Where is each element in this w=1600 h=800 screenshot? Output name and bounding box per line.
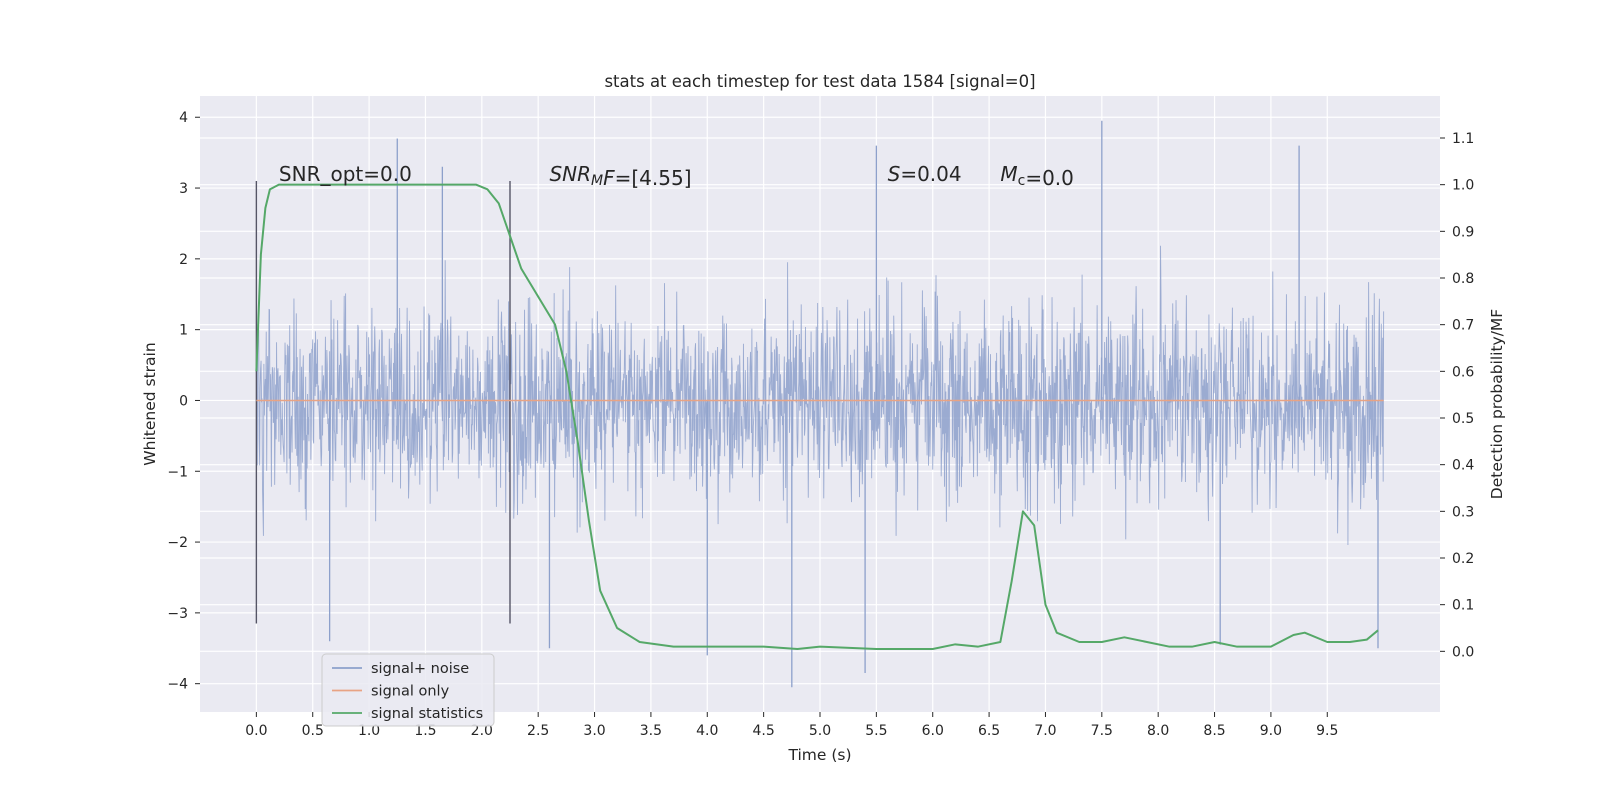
y-tick-label-left: −1 xyxy=(167,464,188,480)
annotation: S=0.04 xyxy=(888,162,962,186)
y-axis-right: 1.1 1.0 0.9 0.8 0.7 0.6 0.5 0.4 0.3 0.2 0.1 0.0 xyxy=(1440,131,1474,660)
annotation-part: F xyxy=(603,166,615,190)
x-tick-label: 3.0 xyxy=(583,723,605,739)
signal-statistics-line xyxy=(255,183,1379,650)
x-tick-label: 1.0 xyxy=(358,723,380,739)
x-axis-label: Time (s) xyxy=(787,746,851,764)
y-tick-label-right: 0.1 xyxy=(1452,598,1474,614)
annotation-part: c xyxy=(1018,173,1026,189)
annotation-part: S xyxy=(888,162,901,186)
legend-label: signal+ noise xyxy=(371,661,469,677)
x-tick-label: 2.5 xyxy=(527,723,549,739)
signal-noise-series xyxy=(255,120,1385,688)
x-tick-label: 7.0 xyxy=(1034,723,1056,739)
signal-statistics-series xyxy=(255,183,1379,650)
marker-lines xyxy=(255,180,511,624)
y-tick-label-right: 1.0 xyxy=(1452,178,1474,194)
annotation-part: =0.04 xyxy=(900,162,961,186)
y-tick-label-left: 1 xyxy=(179,323,188,339)
legend-box xyxy=(321,653,495,727)
y-tick-label-left: −4 xyxy=(167,677,188,693)
x-tick-label: 7.5 xyxy=(1091,723,1113,739)
y-tick-label-right: 0.5 xyxy=(1452,411,1474,427)
x-tick-label: 5.0 xyxy=(809,723,831,739)
x-tick-label: 8.0 xyxy=(1147,723,1169,739)
y-tick-label-right: 0.8 xyxy=(1452,271,1474,287)
x-tick-label: 0.0 xyxy=(245,723,267,739)
y-axis-left: 4 3 2 1 0 −1 −2 −3 −4 xyxy=(167,110,200,693)
y-tick-label-right: 0.0 xyxy=(1452,644,1474,660)
y-axis-label-right: Detection probability/MF xyxy=(1488,309,1506,500)
x-tick-label: 1.5 xyxy=(414,723,436,739)
x-tick-label: 4.5 xyxy=(753,723,775,739)
x-tick-label: 8.5 xyxy=(1203,723,1225,739)
signal-noise-trace xyxy=(255,245,1385,546)
x-tick-label: 0.5 xyxy=(302,723,324,739)
legend: signal+ noise signal only signal statistic… xyxy=(321,653,495,727)
y-tick-label-left: 3 xyxy=(179,181,188,197)
y-tick-label-left: 0 xyxy=(179,393,188,409)
y-tick-label-left: 2 xyxy=(179,252,188,268)
legend-label: signal only xyxy=(371,684,450,700)
annotation: SNR_opt=0.0 xyxy=(279,162,412,186)
annotation: Mc=0.0 xyxy=(1000,162,1074,190)
x-tick-label: 6.0 xyxy=(922,723,944,739)
y-tick-label-left: 4 xyxy=(179,110,188,126)
y-tick-label-right: 0.2 xyxy=(1452,551,1474,567)
x-tick-label: 3.5 xyxy=(640,723,662,739)
annotation-part: =0.0 xyxy=(1025,166,1074,190)
x-tick-label: 5.5 xyxy=(865,723,887,739)
chart-title: stats at each timestep for test data 158… xyxy=(604,72,1035,91)
x-tick-label: 4.0 xyxy=(696,723,718,739)
annotation-part: SNR xyxy=(549,162,591,186)
annotations: SNR_opt=0.0 SNRMF=[4.55] S=0.04 Mc=0.0 xyxy=(279,162,1074,190)
annotation-part: M xyxy=(591,173,603,189)
x-tick-label: 6.5 xyxy=(978,723,1000,739)
y-tick-label-right: 0.3 xyxy=(1452,504,1474,520)
x-tick-label: 9.0 xyxy=(1260,723,1282,739)
y-tick-label-right: 0.6 xyxy=(1452,364,1474,380)
x-tick-label: 2.0 xyxy=(471,723,493,739)
y-tick-label-right: 0.9 xyxy=(1452,224,1474,240)
y-tick-label-left: −2 xyxy=(167,535,188,551)
y-tick-label-right: 0.7 xyxy=(1452,318,1474,334)
annotation-part: =[4.55] xyxy=(615,166,692,190)
y-tick-label-right: 1.1 xyxy=(1452,131,1474,147)
x-tick-label: 9.5 xyxy=(1316,723,1338,739)
y-tick-label-right: 0.4 xyxy=(1452,458,1474,474)
y-axis-label-left: Whitened strain xyxy=(141,342,159,465)
annotation-part: M xyxy=(1000,162,1017,186)
x-axis: 0.0 0.5 1.0 1.5 2.0 2.5 3.0 3.5 4.0 4.5 5.0 5.5 6.0 6… xyxy=(245,712,1338,739)
annotation: SNRMF=[4.55] xyxy=(549,162,691,190)
legend-label: signal statistics xyxy=(371,706,483,722)
y-tick-label-left: −3 xyxy=(167,606,188,622)
